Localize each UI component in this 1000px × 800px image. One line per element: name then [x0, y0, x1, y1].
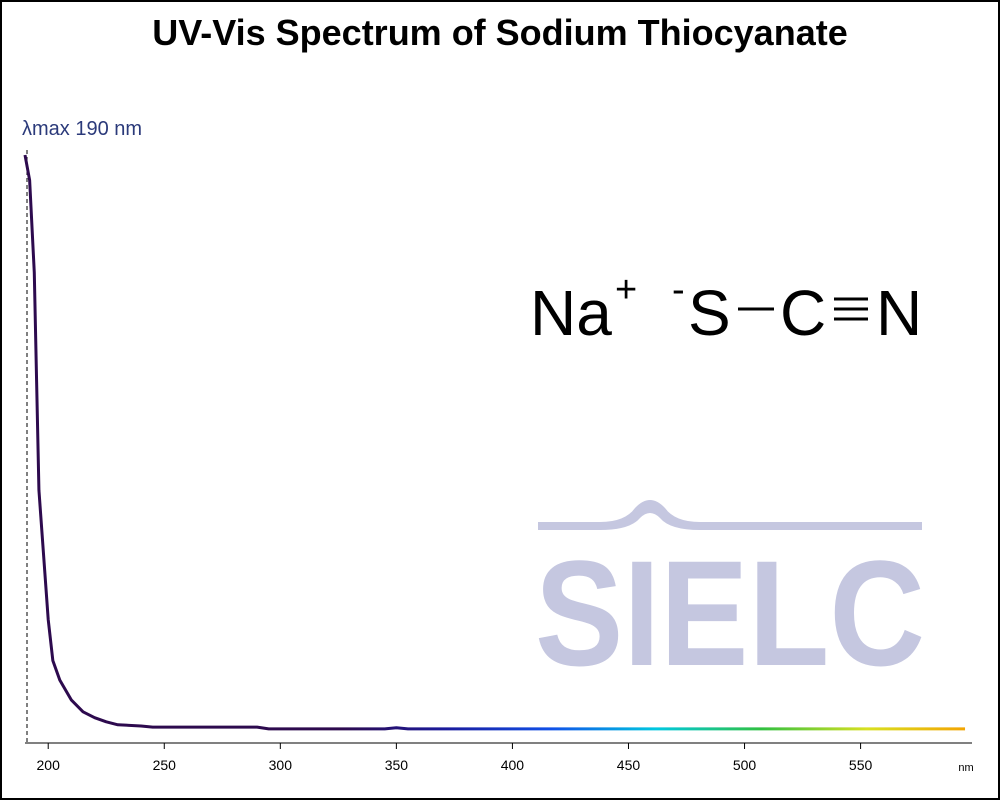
atom: C [780, 277, 826, 349]
atom: S [688, 277, 731, 349]
x-tick-label: 350 [385, 757, 409, 773]
annotation: λmax 190 nm [22, 118, 142, 140]
x-tick-label: 500 [733, 757, 757, 773]
x-tick-label: 300 [269, 757, 293, 773]
logo-text: SIELC [535, 529, 925, 697]
anion-charge: - [672, 269, 685, 311]
x-tick-label: 550 [849, 757, 873, 773]
spectrum-line [23, 154, 966, 731]
x-tick-label: 250 [153, 757, 177, 773]
triple-bond [834, 297, 868, 321]
atom: N [876, 277, 922, 349]
cation-charge: + [615, 269, 637, 311]
chart-title: UV-Vis Spectrum of Sodium Thiocyanate [152, 12, 847, 53]
x-tick-label: 200 [37, 757, 61, 773]
structure: Na + - S C N [530, 269, 922, 349]
cation: Na [530, 277, 612, 349]
x-tick-label: 400 [501, 757, 525, 773]
x-axis-label: nm [958, 762, 973, 774]
x-tick-label: 450 [617, 757, 641, 773]
watermark: SIELC [535, 500, 925, 697]
logo-line [538, 500, 922, 530]
